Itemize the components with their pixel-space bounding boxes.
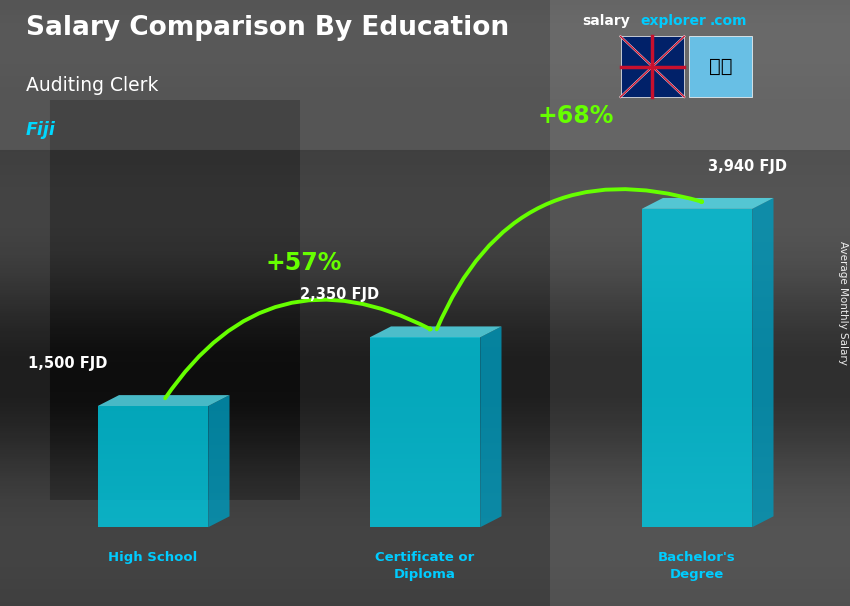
- Text: +68%: +68%: [538, 104, 614, 128]
- Text: +57%: +57%: [266, 251, 342, 275]
- Polygon shape: [480, 327, 501, 527]
- Text: Bachelor's
Degree: Bachelor's Degree: [658, 551, 736, 582]
- Text: salary: salary: [582, 14, 630, 28]
- Text: High School: High School: [109, 551, 197, 564]
- Text: Certificate or
Diploma: Certificate or Diploma: [376, 551, 474, 582]
- Polygon shape: [208, 395, 230, 527]
- Text: Average Monthly Salary: Average Monthly Salary: [838, 241, 848, 365]
- Polygon shape: [370, 327, 502, 338]
- FancyArrowPatch shape: [437, 189, 702, 329]
- Text: explorer: explorer: [640, 14, 705, 28]
- Text: Salary Comparison By Education: Salary Comparison By Education: [26, 15, 508, 41]
- Text: 2,350 FJD: 2,350 FJD: [300, 287, 380, 302]
- Polygon shape: [642, 209, 752, 527]
- Text: .com: .com: [710, 14, 747, 28]
- Text: 🇫🇯: 🇫🇯: [709, 57, 732, 76]
- Polygon shape: [752, 198, 774, 527]
- Text: 1,500 FJD: 1,500 FJD: [28, 356, 108, 371]
- Polygon shape: [98, 406, 208, 527]
- FancyBboxPatch shape: [688, 36, 752, 97]
- Text: 3,940 FJD: 3,940 FJD: [709, 159, 787, 174]
- Text: Auditing Clerk: Auditing Clerk: [26, 76, 158, 95]
- Polygon shape: [642, 198, 774, 209]
- Polygon shape: [370, 338, 480, 527]
- Polygon shape: [98, 395, 230, 406]
- FancyBboxPatch shape: [620, 36, 684, 97]
- Text: Fiji: Fiji: [26, 121, 55, 139]
- FancyArrowPatch shape: [165, 299, 431, 398]
